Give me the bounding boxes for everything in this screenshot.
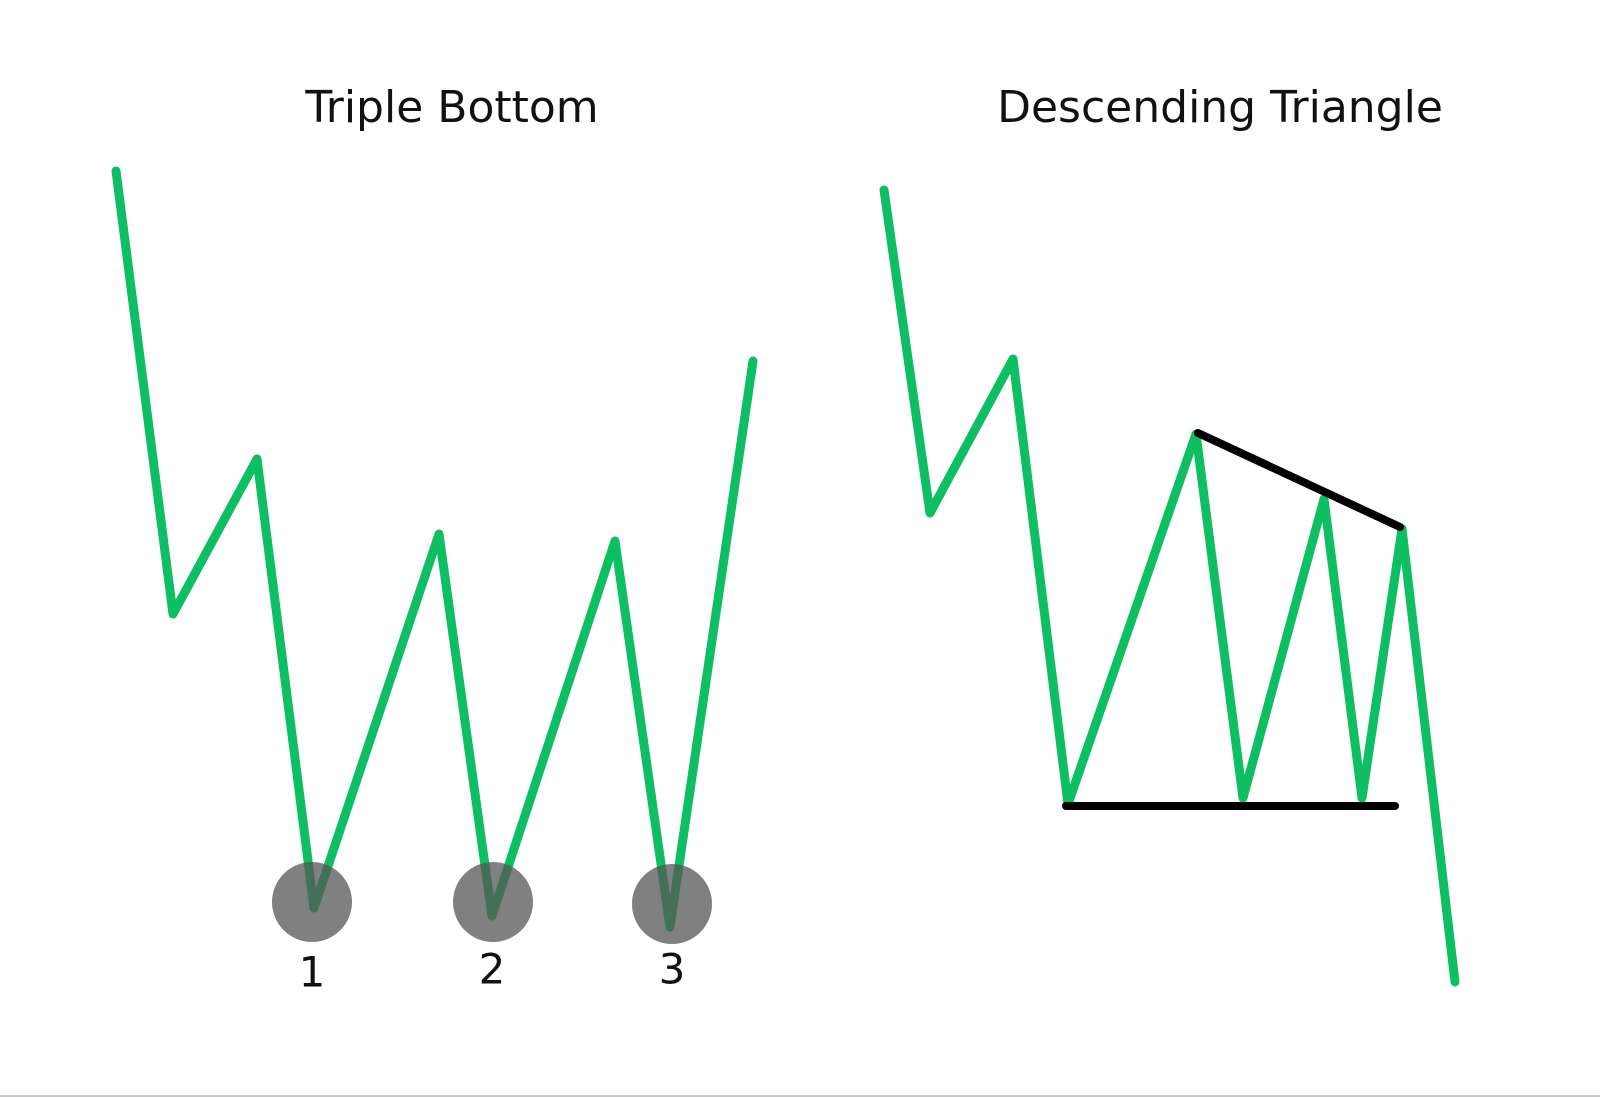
bottom-label: 2 [479, 945, 506, 994]
bottom-label: 1 [299, 948, 326, 997]
descending-triangle-line [879, 185, 1460, 987]
bottom-marker [272, 862, 352, 942]
resistance-line [1194, 429, 1404, 531]
bottom-label: 3 [659, 945, 686, 994]
left-title: Triple Bottom [304, 82, 598, 133]
bottom-marker [632, 864, 712, 944]
bottom-marker [453, 862, 533, 942]
right-title: Descending Triangle [997, 82, 1443, 133]
triple-bottom-line [111, 166, 758, 932]
